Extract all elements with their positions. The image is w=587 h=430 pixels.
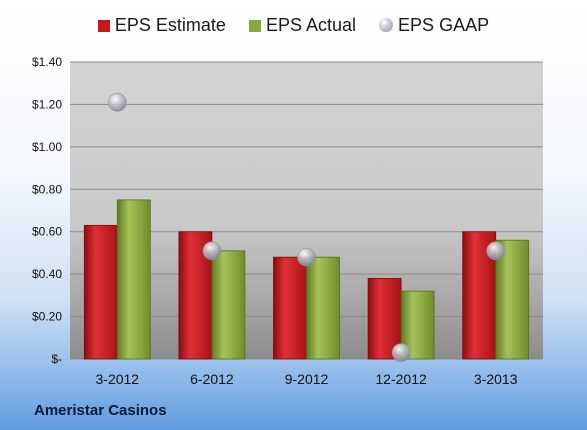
y-tick-label: $0.80: [32, 182, 62, 196]
legend-swatch-eps-estimate: [97, 19, 110, 32]
x-tick-label: 9-2012: [285, 371, 329, 387]
point-eps-gaap: [108, 93, 127, 112]
point-eps-gaap: [391, 343, 411, 362]
point-eps-gaap: [297, 247, 316, 267]
legend-swatch-eps-actual: [248, 19, 261, 32]
x-tick-label: 3-2013: [474, 371, 518, 387]
company-name: Ameristar Casinos: [34, 402, 167, 419]
y-tick-label: $0.40: [32, 267, 62, 281]
bar-eps-estimate: [273, 256, 307, 360]
legend-label-eps-gaap: EPS GAAP: [398, 14, 490, 35]
y-tick-label: $1.00: [32, 140, 62, 154]
legend-item-eps-estimate: EPS Estimate: [97, 14, 226, 36]
bar-eps-estimate: [83, 224, 118, 360]
point-eps-gaap: [486, 241, 506, 261]
bar-eps-actual: [306, 256, 340, 360]
point-eps-gaap: [202, 241, 222, 261]
y-tick-label: $0.20: [32, 310, 62, 324]
y-tick-label: $1.20: [32, 97, 62, 111]
x-tick-label: 12-2012: [375, 371, 427, 387]
legend-item-eps-actual: EPS Actual: [248, 14, 357, 36]
y-tick-label: $1.40: [32, 55, 62, 69]
legend-swatch-eps-gaap: [379, 17, 394, 32]
y-tick-label: $0.60: [32, 225, 62, 239]
legend: EPS Estimate EPS Actual EPS GAAP: [0, 14, 587, 36]
x-tick-label: 6-2012: [190, 371, 234, 387]
y-tick-label: $-: [51, 352, 62, 366]
legend-label-eps-actual: EPS Actual: [265, 14, 357, 35]
x-tick-label: 3-2012: [96, 371, 140, 387]
legend-item-eps-gaap: EPS GAAP: [379, 15, 489, 36]
bar-eps-actual: [116, 199, 151, 360]
legend-label-eps-estimate: EPS Estimate: [114, 14, 226, 35]
bar-eps-actual: [495, 239, 530, 360]
bar-eps-actual: [211, 250, 246, 360]
